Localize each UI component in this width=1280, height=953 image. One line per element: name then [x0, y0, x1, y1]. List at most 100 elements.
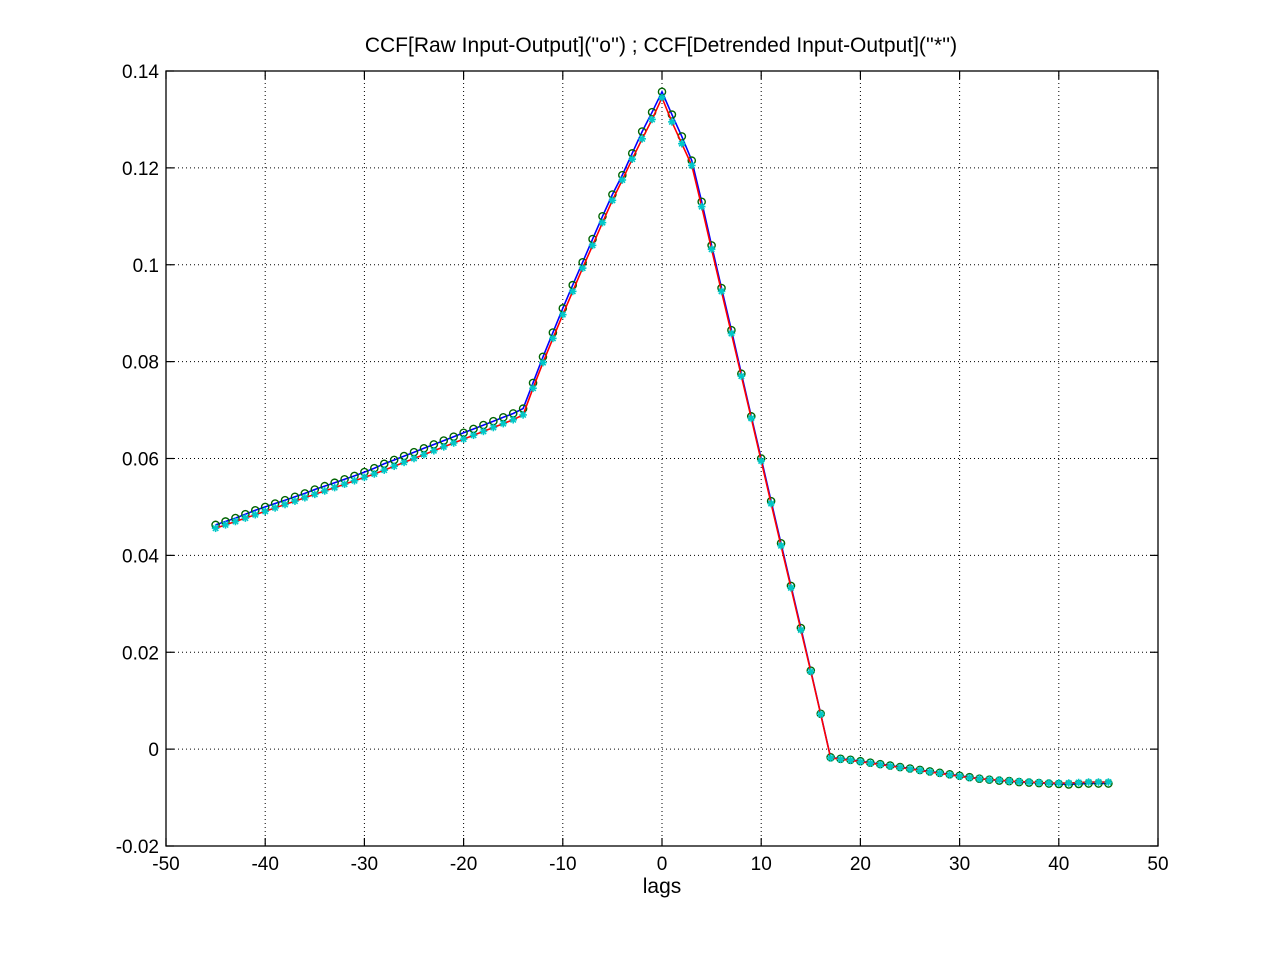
- y-tick-label: 0.12: [122, 159, 159, 180]
- detrended-ccf-point: [985, 775, 994, 784]
- x-tick-label: 30: [949, 854, 970, 875]
- detrended-ccf-point: [757, 457, 765, 465]
- detrended-ccf-point: [320, 487, 329, 495]
- detrended-ccf-point: [281, 500, 289, 509]
- detrended-ccf-point: [291, 497, 299, 505]
- detrended-ccf-point: [767, 499, 775, 508]
- detrended-ccf-point: [975, 774, 984, 783]
- detrended-ccf-point: [549, 334, 557, 343]
- detrended-ccf-point: [410, 454, 418, 463]
- detrended-ccf-point: [747, 414, 756, 423]
- detrended-ccf-line: [215, 95, 1109, 784]
- detrended-ccf-point: [1015, 777, 1023, 786]
- detrended-ccf-point: [1035, 778, 1043, 787]
- detrended-ccf-point: [489, 423, 498, 432]
- detrended-ccf-point: [638, 135, 646, 143]
- detrended-ccf-point: [340, 480, 349, 488]
- detrended-ccf-point: [876, 760, 885, 769]
- detrended-ccf-point: [479, 427, 488, 436]
- detrended-ccf-point: [826, 754, 835, 762]
- detrended-ccf-point: [668, 118, 676, 126]
- detrended-ccf-point: [519, 411, 527, 419]
- detrended-ccf-point: [965, 773, 974, 782]
- detrended-ccf-point: [777, 541, 785, 550]
- detrended-ccf-point: [1094, 778, 1103, 786]
- detrended-ccf-point: [846, 756, 855, 765]
- detrended-ccf-point: [588, 241, 597, 250]
- x-tick-label: 10: [751, 854, 772, 875]
- detrended-ccf-point: [301, 493, 309, 502]
- detrended-ccf-point: [926, 768, 934, 776]
- detrended-ccf-point: [221, 521, 230, 529]
- x-tick-label: -30: [351, 854, 378, 875]
- detrended-ccf-point: [628, 155, 637, 163]
- x-tick-label: -40: [251, 854, 278, 875]
- detrended-ccf-point: [459, 435, 468, 443]
- y-tick-label: 0.14: [122, 62, 159, 83]
- detrended-ccf-point: [648, 115, 656, 124]
- detrended-ccf-point: [529, 384, 537, 393]
- x-axis-title: lags: [643, 875, 682, 898]
- detrended-ccf-point: [1055, 779, 1063, 787]
- y-tick-label: 0.1: [133, 256, 159, 277]
- detrended-ccf-point: [658, 93, 666, 102]
- detrended-ccf-point: [439, 443, 448, 451]
- chart-title: CCF[Raw Input-Output](''o'') ; CCF[Detre…: [365, 34, 957, 57]
- detrended-ccf-point: [618, 176, 627, 184]
- detrended-ccf-point: [807, 667, 815, 676]
- detrended-ccf-point: [400, 458, 408, 467]
- y-tick-label: 0.04: [122, 546, 159, 567]
- detrended-ccf-point: [1005, 777, 1013, 785]
- detrended-ccf-point: [211, 524, 220, 533]
- grid: [166, 71, 1158, 846]
- detrended-ccf-point: [251, 510, 260, 519]
- detrended-ccf-point: [420, 450, 428, 459]
- detrended-ccf-point: [390, 462, 398, 471]
- x-tick-label: 40: [1048, 854, 1069, 875]
- detrended-ccf-point: [945, 770, 954, 779]
- detrended-ccf-point: [380, 466, 389, 474]
- detrended-ccf-point: [509, 415, 517, 424]
- detrended-ccf-point: [350, 476, 359, 485]
- detrended-ccf-point: [737, 372, 746, 380]
- detrended-ccf-point: [866, 759, 875, 767]
- y-tick-label: 0.02: [122, 643, 159, 664]
- x-tick-label: -50: [152, 854, 179, 875]
- detrended-ccf-point: [955, 772, 964, 781]
- detrended-ccf-point: [1045, 779, 1053, 787]
- detrended-ccf-point: [678, 139, 686, 148]
- detrended-ccf-point: [330, 483, 339, 492]
- axes: -50 -40 -30 -20 -10 0 10 20 30 40 50 -0.02 0 0.02 0.04…: [116, 62, 1169, 875]
- detrended-ccf-point: [1074, 778, 1083, 787]
- detrended-ccf-point: [360, 473, 369, 482]
- detrended-ccf-point: [271, 504, 279, 512]
- x-tick-label: 20: [850, 854, 871, 875]
- detrended-ccf-point: [430, 446, 438, 455]
- y-tick-label: 0.08: [122, 353, 159, 374]
- detrended-ccf-point: [687, 161, 696, 170]
- detrended-ccf-point: [935, 769, 944, 778]
- detrended-ccf-point: [707, 245, 716, 254]
- detrended-ccf-point: [1064, 779, 1073, 787]
- detrended-ccf-point: [697, 202, 706, 211]
- detrended-ccf-point: [906, 765, 914, 773]
- detrended-ccf-point: [469, 431, 478, 440]
- x-tick-label: 0: [657, 854, 668, 875]
- x-tick-label: -10: [549, 854, 576, 875]
- detrended-ccf-point: [816, 710, 825, 719]
- detrended-ccf-point: [856, 757, 865, 766]
- detrended-ccf-point: [1084, 778, 1093, 786]
- x-tick-label: 50: [1147, 854, 1168, 875]
- detrended-ccf-point: [797, 626, 805, 634]
- detrended-ccf-point: [916, 766, 924, 775]
- y-tick-label: 0.06: [122, 450, 159, 471]
- detrended-ccf-point: [559, 310, 567, 319]
- detrended-ccf-point: [598, 218, 607, 227]
- detrended-ccf-point: [787, 584, 795, 592]
- detrended-ccf-point: [449, 439, 458, 447]
- y-tick-label: -0.02: [116, 837, 159, 858]
- series-layer: [211, 87, 1113, 789]
- detrended-ccf-point: [896, 763, 904, 772]
- y-tick-label: 0: [148, 740, 159, 761]
